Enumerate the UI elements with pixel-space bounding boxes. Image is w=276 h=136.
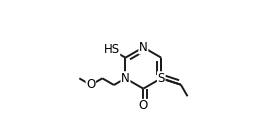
Text: HS: HS <box>104 43 120 56</box>
Text: N: N <box>121 72 130 85</box>
Text: N: N <box>139 41 148 54</box>
Text: O: O <box>139 99 148 112</box>
Text: O: O <box>86 78 95 92</box>
Text: S: S <box>158 72 165 85</box>
